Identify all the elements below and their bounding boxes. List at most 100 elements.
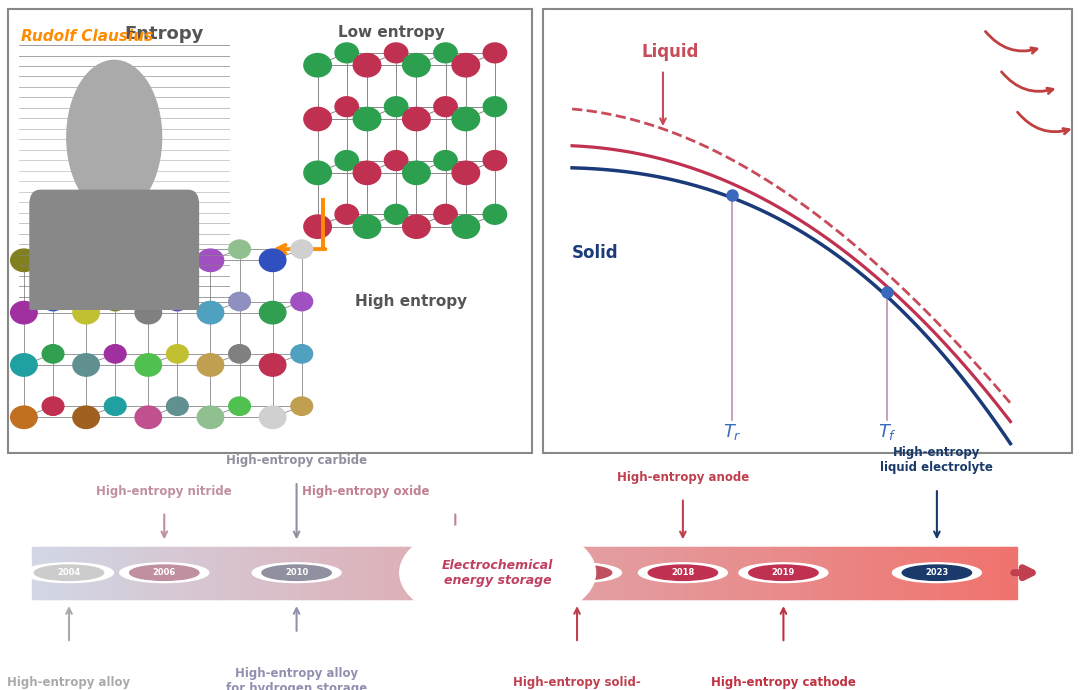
Text: High-entropy nitride: High-entropy nitride — [96, 484, 232, 497]
Bar — [448, 547, 453, 598]
Circle shape — [135, 249, 162, 271]
Bar — [987, 547, 991, 598]
Bar — [508, 547, 512, 598]
Circle shape — [11, 354, 37, 376]
Bar — [711, 547, 715, 598]
Bar — [899, 547, 903, 598]
Bar — [213, 547, 217, 598]
Bar — [337, 547, 341, 598]
Bar — [754, 547, 758, 598]
Circle shape — [229, 345, 251, 363]
Circle shape — [72, 354, 99, 376]
Bar — [816, 547, 821, 598]
Bar — [445, 547, 449, 598]
Bar — [849, 547, 853, 598]
Bar — [852, 547, 856, 598]
Bar — [862, 547, 866, 598]
Bar — [426, 547, 430, 598]
Circle shape — [403, 108, 430, 130]
Bar — [383, 547, 388, 598]
Bar — [669, 547, 673, 598]
Bar — [691, 547, 696, 598]
Text: High-entropy anode: High-entropy anode — [617, 471, 750, 484]
Bar — [363, 547, 367, 598]
Text: High-entropy alloy: High-entropy alloy — [8, 676, 131, 689]
Bar — [403, 547, 407, 598]
Bar — [561, 547, 565, 598]
Bar — [630, 547, 634, 598]
Text: Low entropy: Low entropy — [338, 25, 445, 40]
Bar — [517, 547, 522, 598]
Circle shape — [483, 97, 507, 117]
Bar — [994, 547, 998, 598]
Ellipse shape — [400, 521, 595, 624]
Bar — [521, 547, 525, 598]
Circle shape — [105, 345, 126, 363]
Bar — [799, 547, 805, 598]
Bar — [140, 547, 145, 598]
Bar — [163, 547, 167, 598]
Bar — [944, 547, 948, 598]
Bar — [32, 547, 37, 598]
Bar — [820, 547, 824, 598]
Bar — [377, 547, 381, 598]
Text: 2006: 2006 — [152, 568, 176, 578]
Bar — [554, 547, 558, 598]
Bar — [78, 547, 82, 598]
Bar — [45, 547, 50, 598]
Circle shape — [353, 161, 381, 184]
Ellipse shape — [67, 61, 162, 214]
Text: Liquid: Liquid — [642, 43, 699, 61]
Bar — [409, 547, 414, 598]
Bar — [905, 547, 909, 598]
Bar — [258, 547, 262, 598]
Bar — [878, 547, 882, 598]
Bar — [793, 547, 797, 598]
Bar — [124, 547, 129, 598]
Bar — [804, 547, 808, 598]
Circle shape — [229, 397, 251, 415]
Bar — [839, 547, 843, 598]
Bar — [751, 547, 755, 598]
Bar — [567, 547, 571, 598]
Text: High-entropy alloy
for hydrogen storage: High-entropy alloy for hydrogen storage — [226, 667, 367, 690]
Bar — [94, 547, 98, 598]
Text: High-entropy oxide: High-entropy oxide — [301, 484, 429, 497]
Bar — [295, 547, 299, 598]
Bar — [1003, 547, 1008, 598]
Bar — [918, 547, 922, 598]
Circle shape — [739, 563, 828, 582]
Text: 2019: 2019 — [772, 568, 795, 578]
Bar — [456, 547, 460, 598]
Bar — [49, 547, 53, 598]
Text: 2010: 2010 — [285, 568, 308, 578]
Bar — [58, 547, 63, 598]
Bar — [596, 547, 600, 598]
Bar — [472, 547, 476, 598]
Bar — [413, 547, 417, 598]
Bar — [144, 547, 148, 598]
Circle shape — [259, 354, 286, 376]
Bar — [892, 547, 896, 598]
Bar — [374, 547, 378, 598]
Text: $T_r$: $T_r$ — [723, 422, 742, 442]
Bar — [984, 547, 988, 598]
Bar — [131, 547, 135, 598]
Bar — [186, 547, 190, 598]
Bar — [564, 547, 568, 598]
Bar — [482, 547, 486, 598]
Bar — [330, 547, 335, 598]
Circle shape — [259, 302, 286, 324]
Circle shape — [105, 397, 126, 415]
Circle shape — [403, 161, 430, 184]
Bar — [84, 547, 89, 598]
Bar — [741, 547, 745, 598]
Circle shape — [229, 240, 251, 258]
Bar — [718, 547, 723, 598]
Bar — [760, 547, 765, 598]
Circle shape — [335, 150, 359, 170]
Bar — [859, 547, 863, 598]
Bar — [701, 547, 705, 598]
Text: Electrochemical
energy storage: Electrochemical energy storage — [442, 559, 553, 586]
Bar — [524, 547, 528, 598]
